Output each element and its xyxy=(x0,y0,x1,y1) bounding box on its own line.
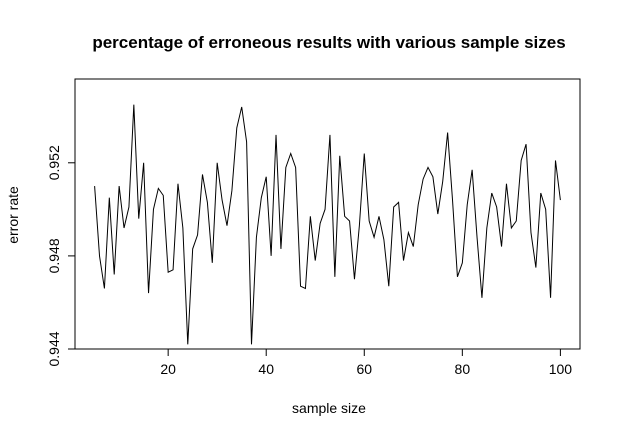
y-tick-label: 0.944 xyxy=(46,331,62,366)
x-tick-label: 60 xyxy=(356,361,372,377)
series-line xyxy=(94,104,561,345)
x-tick-label: 20 xyxy=(160,361,176,377)
y-tick-label: 0.952 xyxy=(46,145,62,180)
y-tick-label: 0.948 xyxy=(46,238,62,273)
x-tick-label: 40 xyxy=(258,361,274,377)
x-tick-label: 100 xyxy=(549,361,573,377)
chart-title: percentage of erroneous results with var… xyxy=(92,33,565,52)
x-axis: 20 40 60 80 100 xyxy=(160,348,573,377)
x-axis-label: sample size xyxy=(292,400,366,416)
y-axis-label: error rate xyxy=(5,186,21,244)
y-axis: 0.944 0.948 0.952 xyxy=(46,145,76,367)
x-tick-label: 80 xyxy=(455,361,471,377)
